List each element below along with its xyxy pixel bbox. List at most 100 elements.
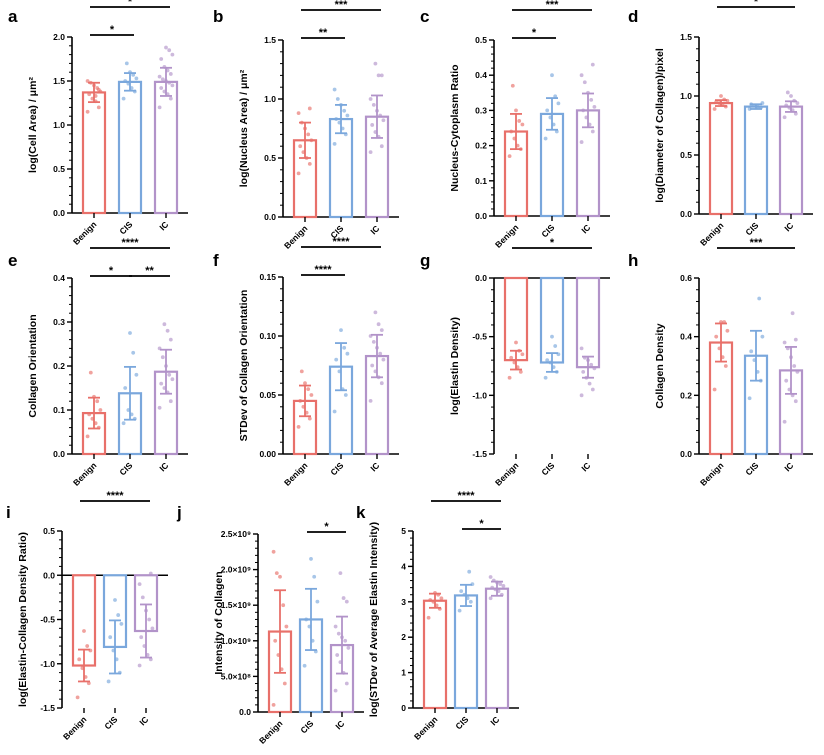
data-point <box>309 138 314 143</box>
data-point <box>371 340 376 344</box>
y-tick-label: 5.0×10⁸ <box>221 671 251 681</box>
x-tick-label: IC <box>782 220 795 233</box>
data-point <box>170 52 175 57</box>
data-point <box>162 322 167 327</box>
panel-j: j 0.0 5.0×10⁸ 1.0×10⁹ 1.5×10⁹ 2.0×10⁹ 2.5×10⁹ I… <box>176 503 364 746</box>
data-point <box>545 108 550 113</box>
panel-h: h 0.0 0.2 0.4 0.6 Collagen Density Benign CIS IC… <box>628 237 813 488</box>
y-tick-label: 0.3 <box>475 105 487 115</box>
significance-label: * <box>324 521 329 533</box>
data-point <box>342 345 347 350</box>
y-tick-label: 0.0 <box>53 208 65 218</box>
y-tick-label: 3 <box>401 597 406 607</box>
data-point <box>140 595 145 600</box>
x-tick-label: CIS <box>539 460 556 477</box>
y-tick-label: 0.0 <box>680 209 692 219</box>
data-point <box>579 73 584 78</box>
data-point <box>343 638 348 643</box>
significance-label: *** <box>546 0 560 11</box>
data-point <box>157 105 162 110</box>
y-axis-label: log(Nucleus Area) / μm² <box>238 69 250 187</box>
data-point <box>106 679 111 684</box>
x-tick-label: Benign <box>698 220 725 247</box>
data-point <box>581 108 586 113</box>
data-point <box>749 349 754 354</box>
data-point <box>160 77 165 82</box>
data-point <box>379 328 384 332</box>
y-tick-label: -1.0 <box>40 659 55 669</box>
data-point <box>543 375 548 380</box>
x-tick-label: IC <box>333 718 346 731</box>
data-point <box>167 80 172 85</box>
data-point <box>119 622 124 626</box>
data-point <box>518 369 523 374</box>
data-point <box>587 381 592 386</box>
data-point <box>95 399 100 404</box>
y-tick-label: 0.5 <box>53 164 65 174</box>
y-axis-label: Collagen Orientation <box>27 314 39 417</box>
significance-label: ** <box>145 265 154 277</box>
y-tick-label: 0.2 <box>475 141 487 151</box>
significance-label: * <box>128 0 133 8</box>
data-point <box>333 688 338 693</box>
data-point <box>123 79 128 83</box>
data-point <box>712 107 717 111</box>
y-tick-label: 0.10 <box>259 331 276 341</box>
x-tick-label: Benign <box>282 460 309 487</box>
data-point <box>792 364 797 368</box>
data-point <box>795 369 800 374</box>
data-point <box>131 350 136 355</box>
data-point <box>488 596 493 601</box>
y-tick-label: 0.2 <box>680 390 692 400</box>
data-point <box>592 104 597 109</box>
x-tick-label: CIS <box>328 460 345 477</box>
data-point <box>85 434 90 439</box>
significance-label: * <box>532 27 537 39</box>
data-point <box>782 340 787 345</box>
data-point <box>124 61 129 66</box>
data-point <box>273 638 278 643</box>
significance-label: **** <box>314 264 332 276</box>
data-point <box>545 358 550 363</box>
data-point <box>271 702 276 707</box>
data-point <box>592 366 597 371</box>
panel-letter: b <box>213 7 223 26</box>
data-point <box>335 97 340 101</box>
data-point <box>520 122 525 127</box>
bar-cis <box>453 594 479 710</box>
data-point <box>332 87 337 92</box>
data-point <box>306 132 311 137</box>
panel-k: k 0 1 2 3 4 5 log(STDev of Average Elastin Inte… <box>356 490 519 742</box>
bar-cis <box>539 276 565 364</box>
data-point <box>284 624 289 629</box>
data-point <box>378 113 383 118</box>
data-point <box>307 162 312 166</box>
y-tick-label: 0.2 <box>53 361 65 371</box>
panel-letter: i <box>6 503 11 522</box>
data-point <box>793 337 798 342</box>
data-point <box>370 123 375 127</box>
data-point <box>725 328 730 333</box>
data-point <box>332 409 337 414</box>
data-point <box>160 355 165 360</box>
data-point <box>782 419 787 424</box>
data-point <box>381 118 386 123</box>
data-point <box>298 399 303 403</box>
data-point <box>278 574 282 579</box>
y-tick-label: 2.5×10⁹ <box>221 529 251 539</box>
y-axis-label: Collagen Density <box>654 323 666 408</box>
x-tick-label: IC <box>368 460 381 473</box>
data-point <box>582 80 587 85</box>
data-point <box>589 362 594 367</box>
y-tick-label: 1.0×10⁹ <box>221 636 251 646</box>
data-point <box>274 571 279 576</box>
data-point <box>271 549 276 554</box>
x-tick-label: Benign <box>61 714 88 741</box>
x-tick-label: CIS <box>117 460 134 477</box>
y-tick-label: 4 <box>401 561 406 571</box>
significance-label: * <box>754 0 759 8</box>
x-tick-label: CIS <box>453 714 470 731</box>
data-point <box>164 45 168 50</box>
data-point <box>88 370 93 375</box>
